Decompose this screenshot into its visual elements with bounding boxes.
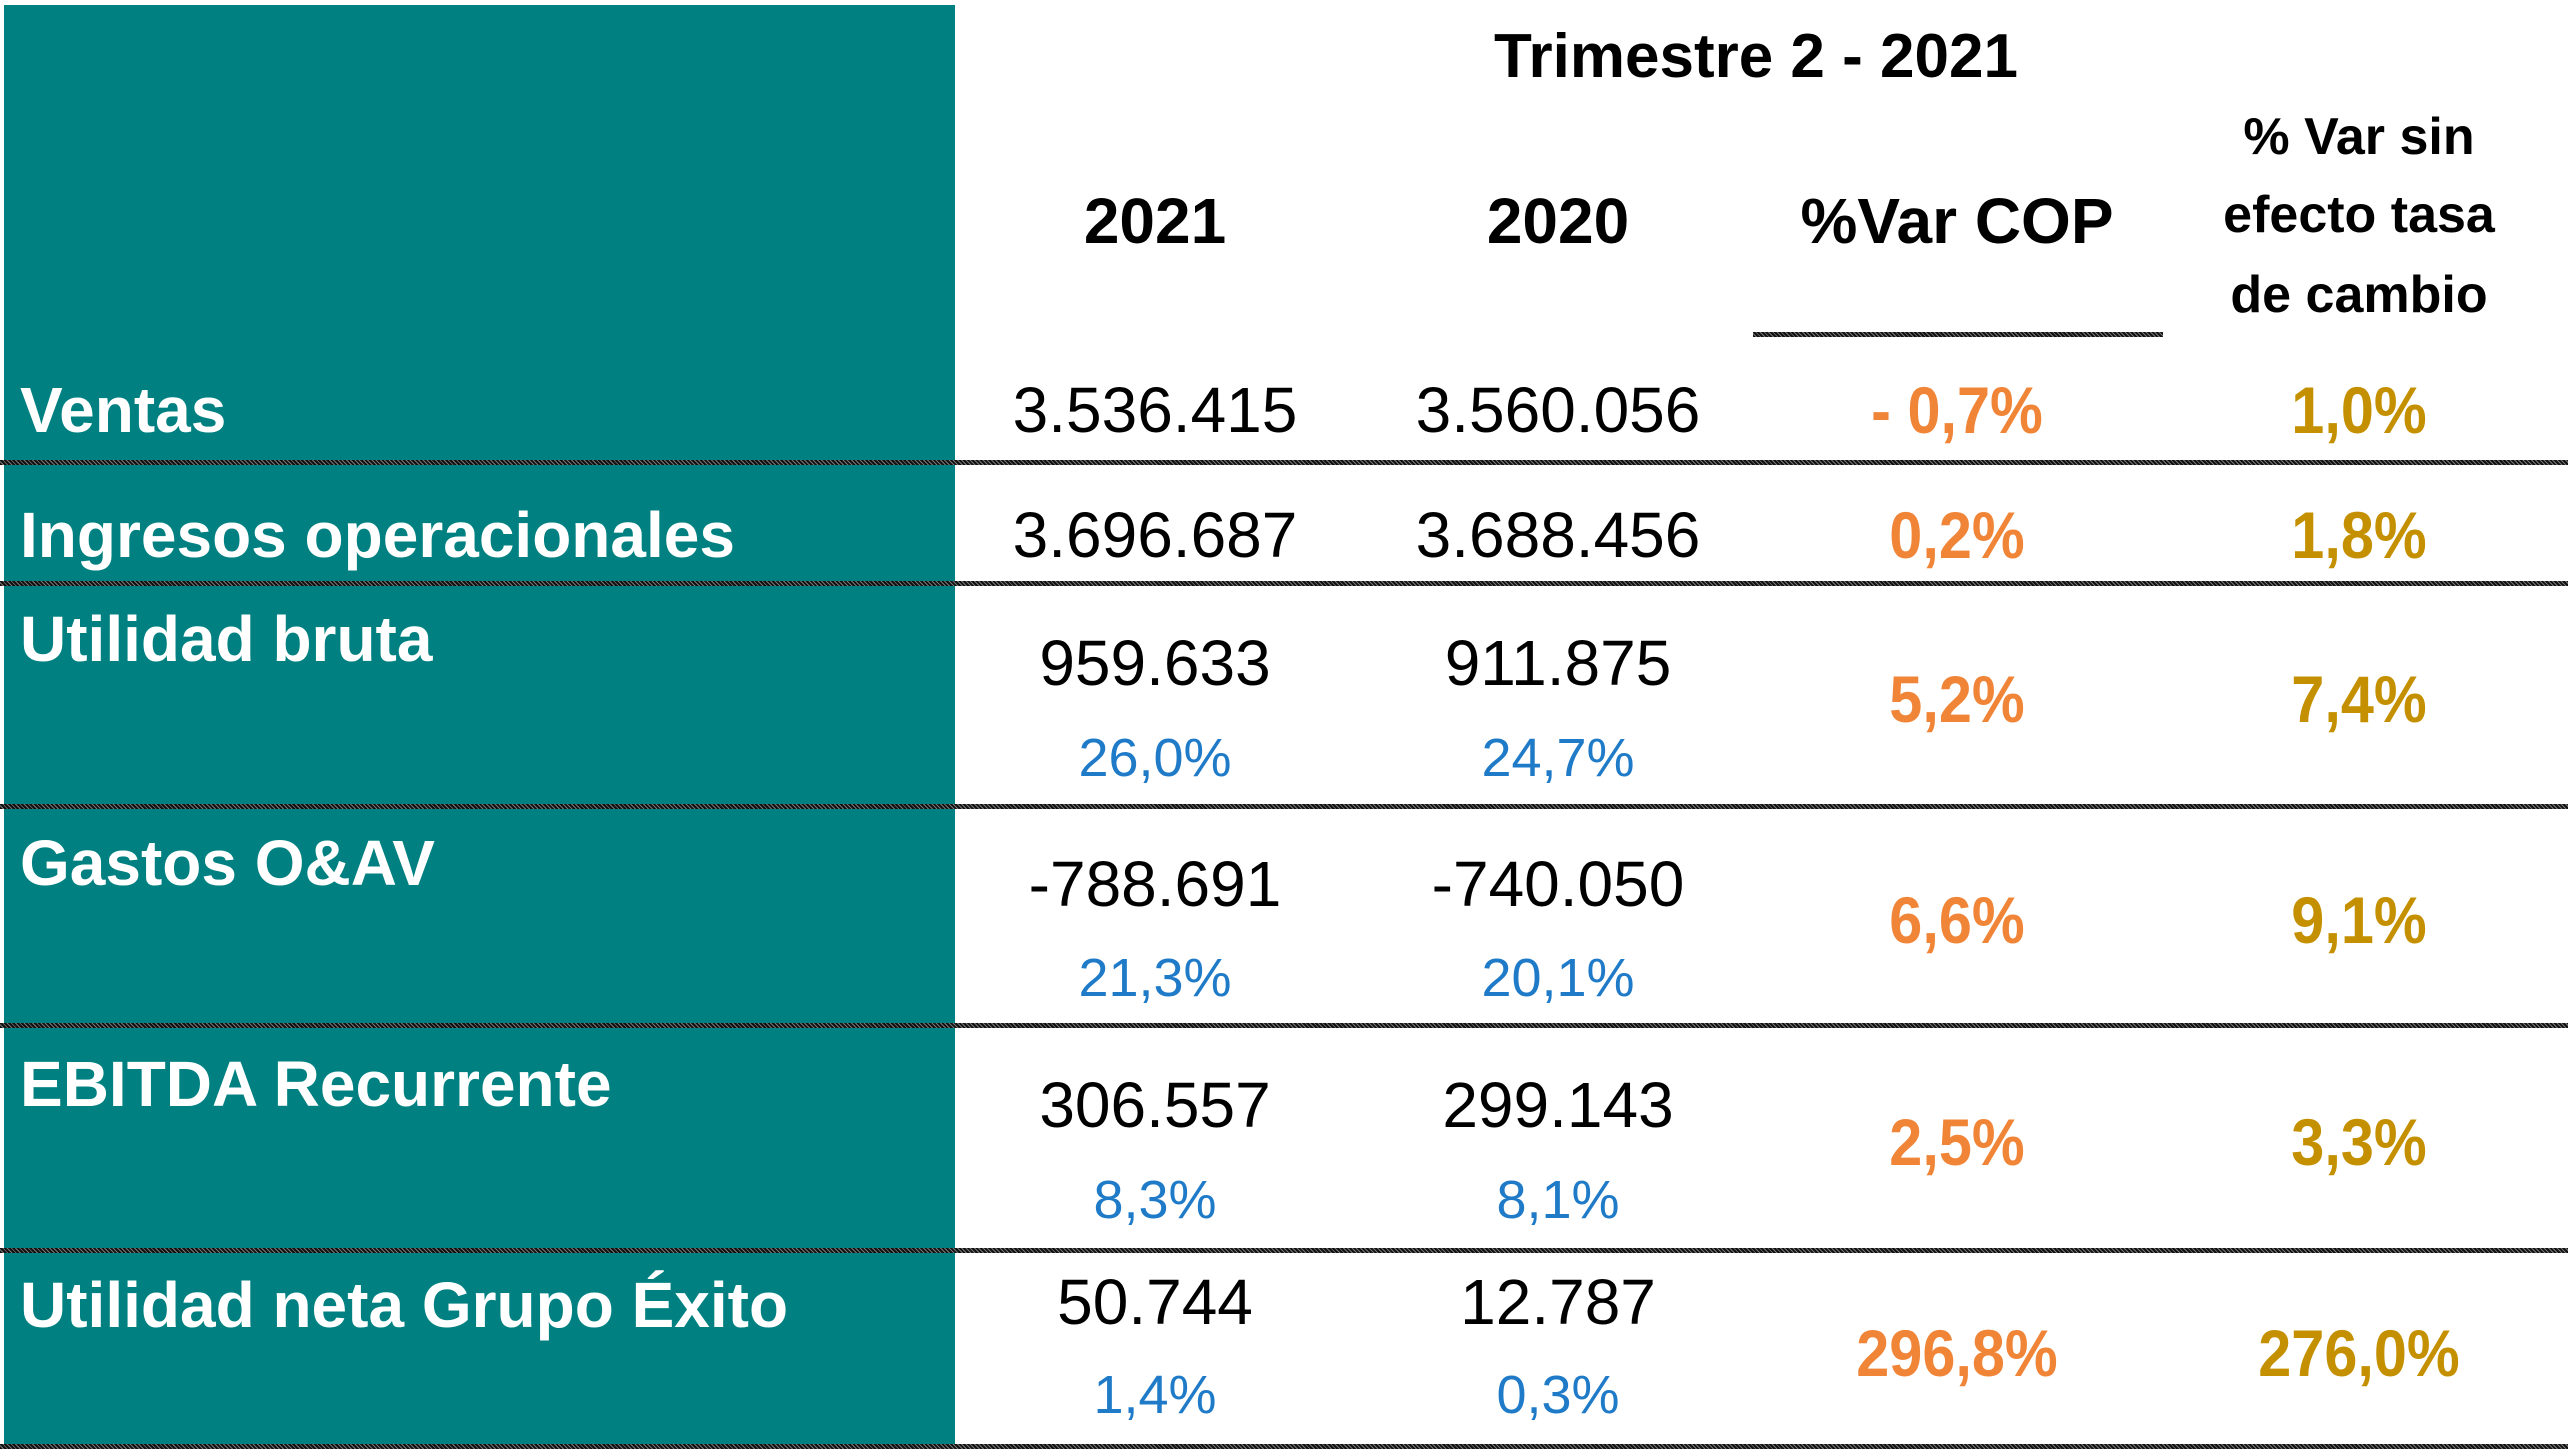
value-2020: 911.875 [1444, 627, 1672, 699]
margin-2020: 0,3% [1496, 1365, 1620, 1425]
table-title: Trimestre 2 - 2021 [1494, 22, 2018, 91]
row-label: Utilidad neta Grupo Éxito [20, 1269, 789, 1341]
value-2021: 50.744 [1057, 1266, 1253, 1338]
header-underline [1753, 332, 2163, 337]
row-label: Ventas [20, 374, 227, 446]
margin-2020: 24,7% [1481, 728, 1635, 788]
value-2020: -740.050 [1431, 848, 1685, 920]
row-separator [0, 1248, 2568, 1253]
margin-2021: 21,3% [1078, 948, 1232, 1008]
var-fx: 276,0% [2258, 1316, 2460, 1390]
column-header-2021: 2021 [1083, 185, 1227, 257]
value-2020: 299.143 [1442, 1069, 1674, 1141]
row-label: Gastos O&AV [20, 827, 435, 899]
var-fx: 7,4% [2291, 662, 2427, 736]
var-cop: 5,2% [1889, 662, 2025, 736]
margin-2020: 20,1% [1481, 948, 1635, 1008]
var-cop: 2,5% [1889, 1105, 2025, 1179]
column-header-var-fx-line2: efecto tasa [2223, 186, 2495, 244]
row-label: Utilidad bruta [20, 603, 433, 675]
var-fx: 1,0% [2291, 373, 2427, 447]
value-2021: 3.696.687 [1012, 499, 1298, 571]
row-label: EBITDA Recurrente [20, 1048, 612, 1120]
margin-2021: 26,0% [1078, 728, 1232, 788]
value-2020: 12.787 [1460, 1266, 1656, 1338]
value-2021: 306.557 [1039, 1069, 1271, 1141]
var-cop: 296,8% [1856, 1316, 2058, 1390]
var-cop: 0,2% [1889, 498, 2025, 572]
margin-2021: 8,3% [1093, 1170, 1217, 1230]
value-2021: -788.691 [1028, 848, 1282, 920]
row-separator [0, 460, 2568, 465]
row-label: Ingresos operacionales [20, 499, 735, 571]
column-header-var-fx-line1: % Var sin [2243, 108, 2475, 166]
value-2021: 3.536.415 [1012, 374, 1298, 446]
value-2021: 959.633 [1039, 627, 1271, 699]
column-header-var-fx-line3: de cambio [2230, 266, 2488, 324]
row-separator [0, 1023, 2568, 1028]
value-2020: 3.560.056 [1415, 374, 1701, 446]
column-header-var-cop: %Var COP [1800, 185, 2114, 257]
row-label-panel [4, 5, 955, 1445]
margin-2021: 1,4% [1093, 1365, 1217, 1425]
var-fx: 3,3% [2291, 1105, 2427, 1179]
row-separator [0, 804, 2568, 809]
column-header-2020: 2020 [1486, 185, 1630, 257]
value-2020: 3.688.456 [1415, 499, 1701, 571]
row-separator [0, 1444, 2568, 1449]
var-cop: 6,6% [1889, 883, 2025, 957]
var-fx: 9,1% [2291, 883, 2427, 957]
margin-2020: 8,1% [1496, 1170, 1620, 1230]
var-cop: - 0,7% [1871, 373, 2043, 447]
var-fx: 1,8% [2291, 498, 2427, 572]
row-separator [0, 581, 2568, 586]
